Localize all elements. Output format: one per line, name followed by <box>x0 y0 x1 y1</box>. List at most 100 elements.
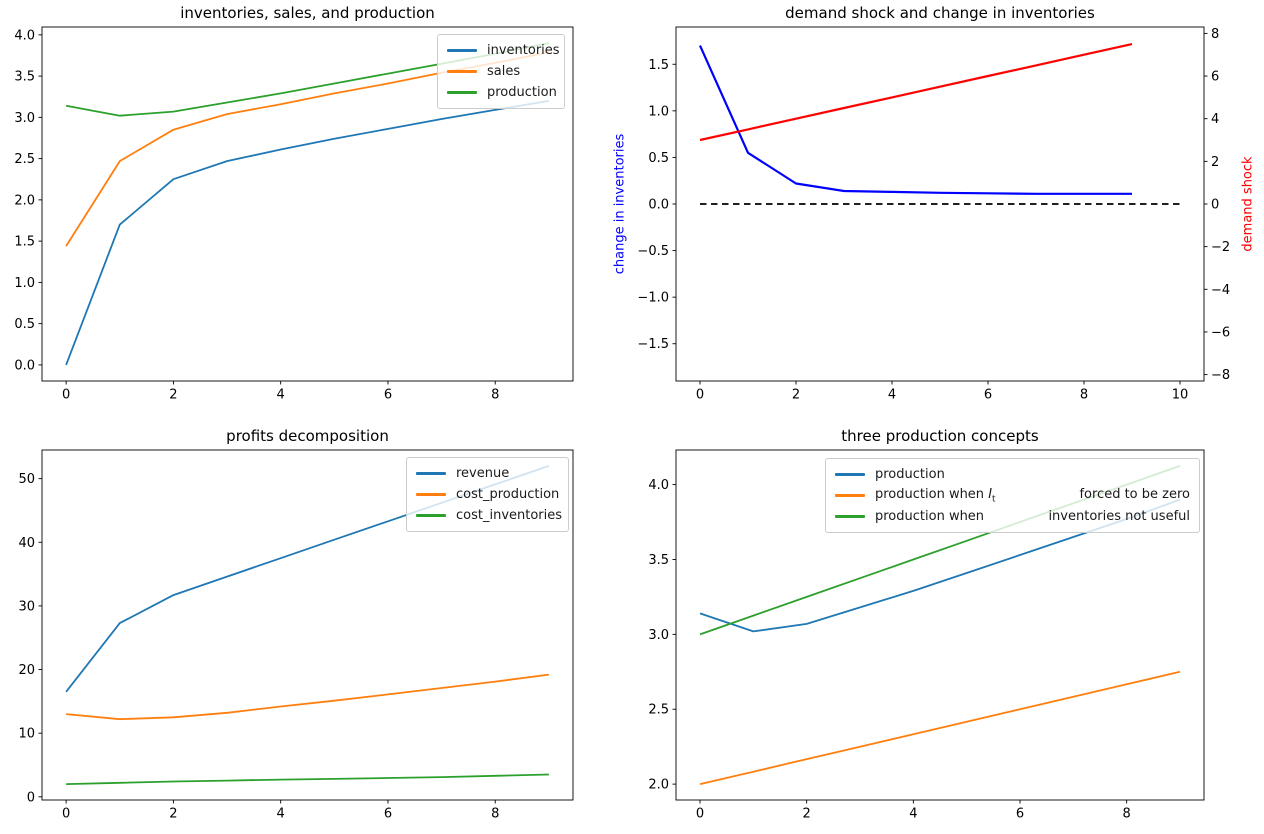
legend-label-left: cost_production <box>456 487 560 502</box>
legend-item-label: production <box>487 85 557 100</box>
legend-line-swatch-icon <box>835 494 865 497</box>
legend-line-swatch-icon <box>416 472 446 475</box>
left-y-tick-label: 30 <box>18 599 35 614</box>
left-y-tick-label: 10 <box>18 727 35 742</box>
legend-label-left: production <box>875 467 945 482</box>
axes-frame <box>41 26 574 382</box>
axes-frame <box>675 449 1205 801</box>
math-variable: I <box>988 486 993 502</box>
legend-item-sales: sales <box>447 61 555 82</box>
left-y-tick-label: 3.5 <box>648 553 669 568</box>
legend-item-production: production <box>835 464 1190 485</box>
legend-line-swatch-icon <box>416 514 446 517</box>
left-y-tick-label: 0.0 <box>648 198 669 213</box>
left-y-tick-label: 1.0 <box>14 276 35 291</box>
right-axis-label-demand-shock: demand shock <box>1240 156 1256 252</box>
series-line-production-when-it-forced-to-be-zero <box>699 670 1181 785</box>
legend-label-left: production when It <box>875 486 996 505</box>
left-y-tick-label: −1.0 <box>637 291 669 306</box>
legend-line-swatch-icon <box>416 493 446 496</box>
right-y-tick-label: −2 <box>1211 240 1230 255</box>
chart-inventories-sales-production: 0 2 4 6 8 0.0 0.5 1.0 1.5 2.0 2.5 3.0 3.5 4.0 <box>14 26 574 403</box>
legend-item-production: production <box>447 82 557 103</box>
legend-item-label: sales <box>487 64 555 79</box>
left-y-tick-label: 0 <box>27 790 35 805</box>
right-y-tick-label: −8 <box>1211 368 1230 383</box>
right-y-tick-label: −4 <box>1211 283 1230 298</box>
series-line-change-in-inventories <box>698 45 1132 195</box>
legend-item-label: production when It forced to be zero <box>875 487 1190 505</box>
legend-label-left: production when <box>875 509 985 524</box>
x-tick-label: 2 <box>792 388 800 403</box>
x-tick-label: 0 <box>62 807 70 822</box>
x-tick-label: 4 <box>888 388 896 403</box>
legend-line-swatch-icon <box>835 515 865 518</box>
x-tick-label: 6 <box>384 388 392 403</box>
legend-inventories-sales-production: inventories sales production <box>437 34 565 109</box>
x-tick-label: 4 <box>277 807 285 822</box>
x-tick-label: 8 <box>491 807 499 822</box>
legend-item-label: inventories <box>487 43 560 58</box>
legend-item-label: production <box>875 467 1190 482</box>
right-y-tick-label: 8 <box>1211 27 1219 42</box>
chart-demand-shock-and-change-in-inventories: 0 2 4 6 8 10 1.5 1.0 0.5 0.0 −0.5 −1.0 −1.5 8 6 4 2 0 −2 −4… <box>637 26 1230 403</box>
left-y-tick-label: −1.5 <box>637 337 669 352</box>
series-line-demand-shock <box>699 43 1133 142</box>
x-tick-label: 4 <box>277 388 285 403</box>
legend-item-label: cost_inventories <box>456 508 562 523</box>
left-y-tick-label: 3.0 <box>14 111 35 126</box>
x-tick-label: 8 <box>1123 807 1131 822</box>
left-y-tick-label: 1.5 <box>648 58 669 73</box>
x-tick-label: 2 <box>169 388 177 403</box>
x-tick-label: 0 <box>62 388 70 403</box>
left-y-tick-label: 4.0 <box>14 28 35 43</box>
chart-title-three-production-concepts: three production concepts <box>841 427 1039 445</box>
x-tick-label: 8 <box>1080 388 1088 403</box>
legend-label-right: forced to be zero <box>1079 486 1190 502</box>
series-line-inventories <box>65 100 550 366</box>
left-y-tick-label: 0.0 <box>14 358 35 373</box>
legend-label-left: revenue <box>456 466 510 481</box>
x-tick-label: 6 <box>384 807 392 822</box>
legend-label-left: production <box>487 85 557 100</box>
series-line-cost-production <box>66 673 550 721</box>
x-tick-label: 6 <box>1016 807 1024 822</box>
left-y-tick-label: 3.5 <box>14 70 35 85</box>
legend-line-swatch-icon <box>447 91 477 94</box>
right-y-tick-label: 6 <box>1211 70 1219 85</box>
legend-item-cost-production: cost_production <box>416 484 559 505</box>
legend-label-left: inventories <box>487 43 560 58</box>
legend-item-production-when-forced-to-be-zero: production when It forced to be zero <box>835 485 1190 506</box>
left-y-tick-label: 2.5 <box>648 703 669 718</box>
series-line-cost-inventories <box>66 773 549 785</box>
legend-three-production-concepts: production production when It forced to be… <box>825 458 1200 533</box>
legend-item-label: revenue <box>456 466 559 481</box>
left-axis-label-change-in-inventories: change in inventories <box>612 133 628 275</box>
chart-title-inventories-sales-production: inventories, sales, and production <box>180 4 435 22</box>
legend-item-production-when-inventories-not-useful: production when inventories not useful <box>835 506 1190 527</box>
legend-label-right: inventories not useful <box>1048 509 1190 524</box>
right-y-tick-label: −6 <box>1211 325 1230 340</box>
left-y-tick-label: 2.5 <box>14 152 35 167</box>
legend-line-swatch-icon <box>447 70 477 73</box>
chart-title-demand-shock-change-in-inventories: demand shock and change in inventories <box>785 4 1095 22</box>
x-tick-label: 10 <box>1172 388 1189 403</box>
left-y-tick-label: 3.0 <box>648 628 669 643</box>
x-tick-label: 6 <box>984 388 992 403</box>
left-y-tick-label: 2.0 <box>648 778 669 793</box>
left-y-tick-label: 20 <box>18 663 35 678</box>
x-tick-label: 0 <box>696 388 704 403</box>
x-tick-label: 4 <box>909 807 917 822</box>
left-y-tick-label: 40 <box>18 536 35 551</box>
left-y-tick-label: 4.0 <box>648 478 669 493</box>
legend-line-swatch-icon <box>835 473 865 476</box>
left-y-tick-label: 0.5 <box>14 317 35 332</box>
legend-item-revenue: revenue <box>416 463 559 484</box>
legend-item-label: cost_production <box>456 487 559 502</box>
left-y-tick-label: 1.5 <box>14 235 35 250</box>
math-subscript: t <box>992 494 996 505</box>
left-y-tick-label: −0.5 <box>637 244 669 259</box>
right-y-tick-label: 2 <box>1211 155 1219 170</box>
